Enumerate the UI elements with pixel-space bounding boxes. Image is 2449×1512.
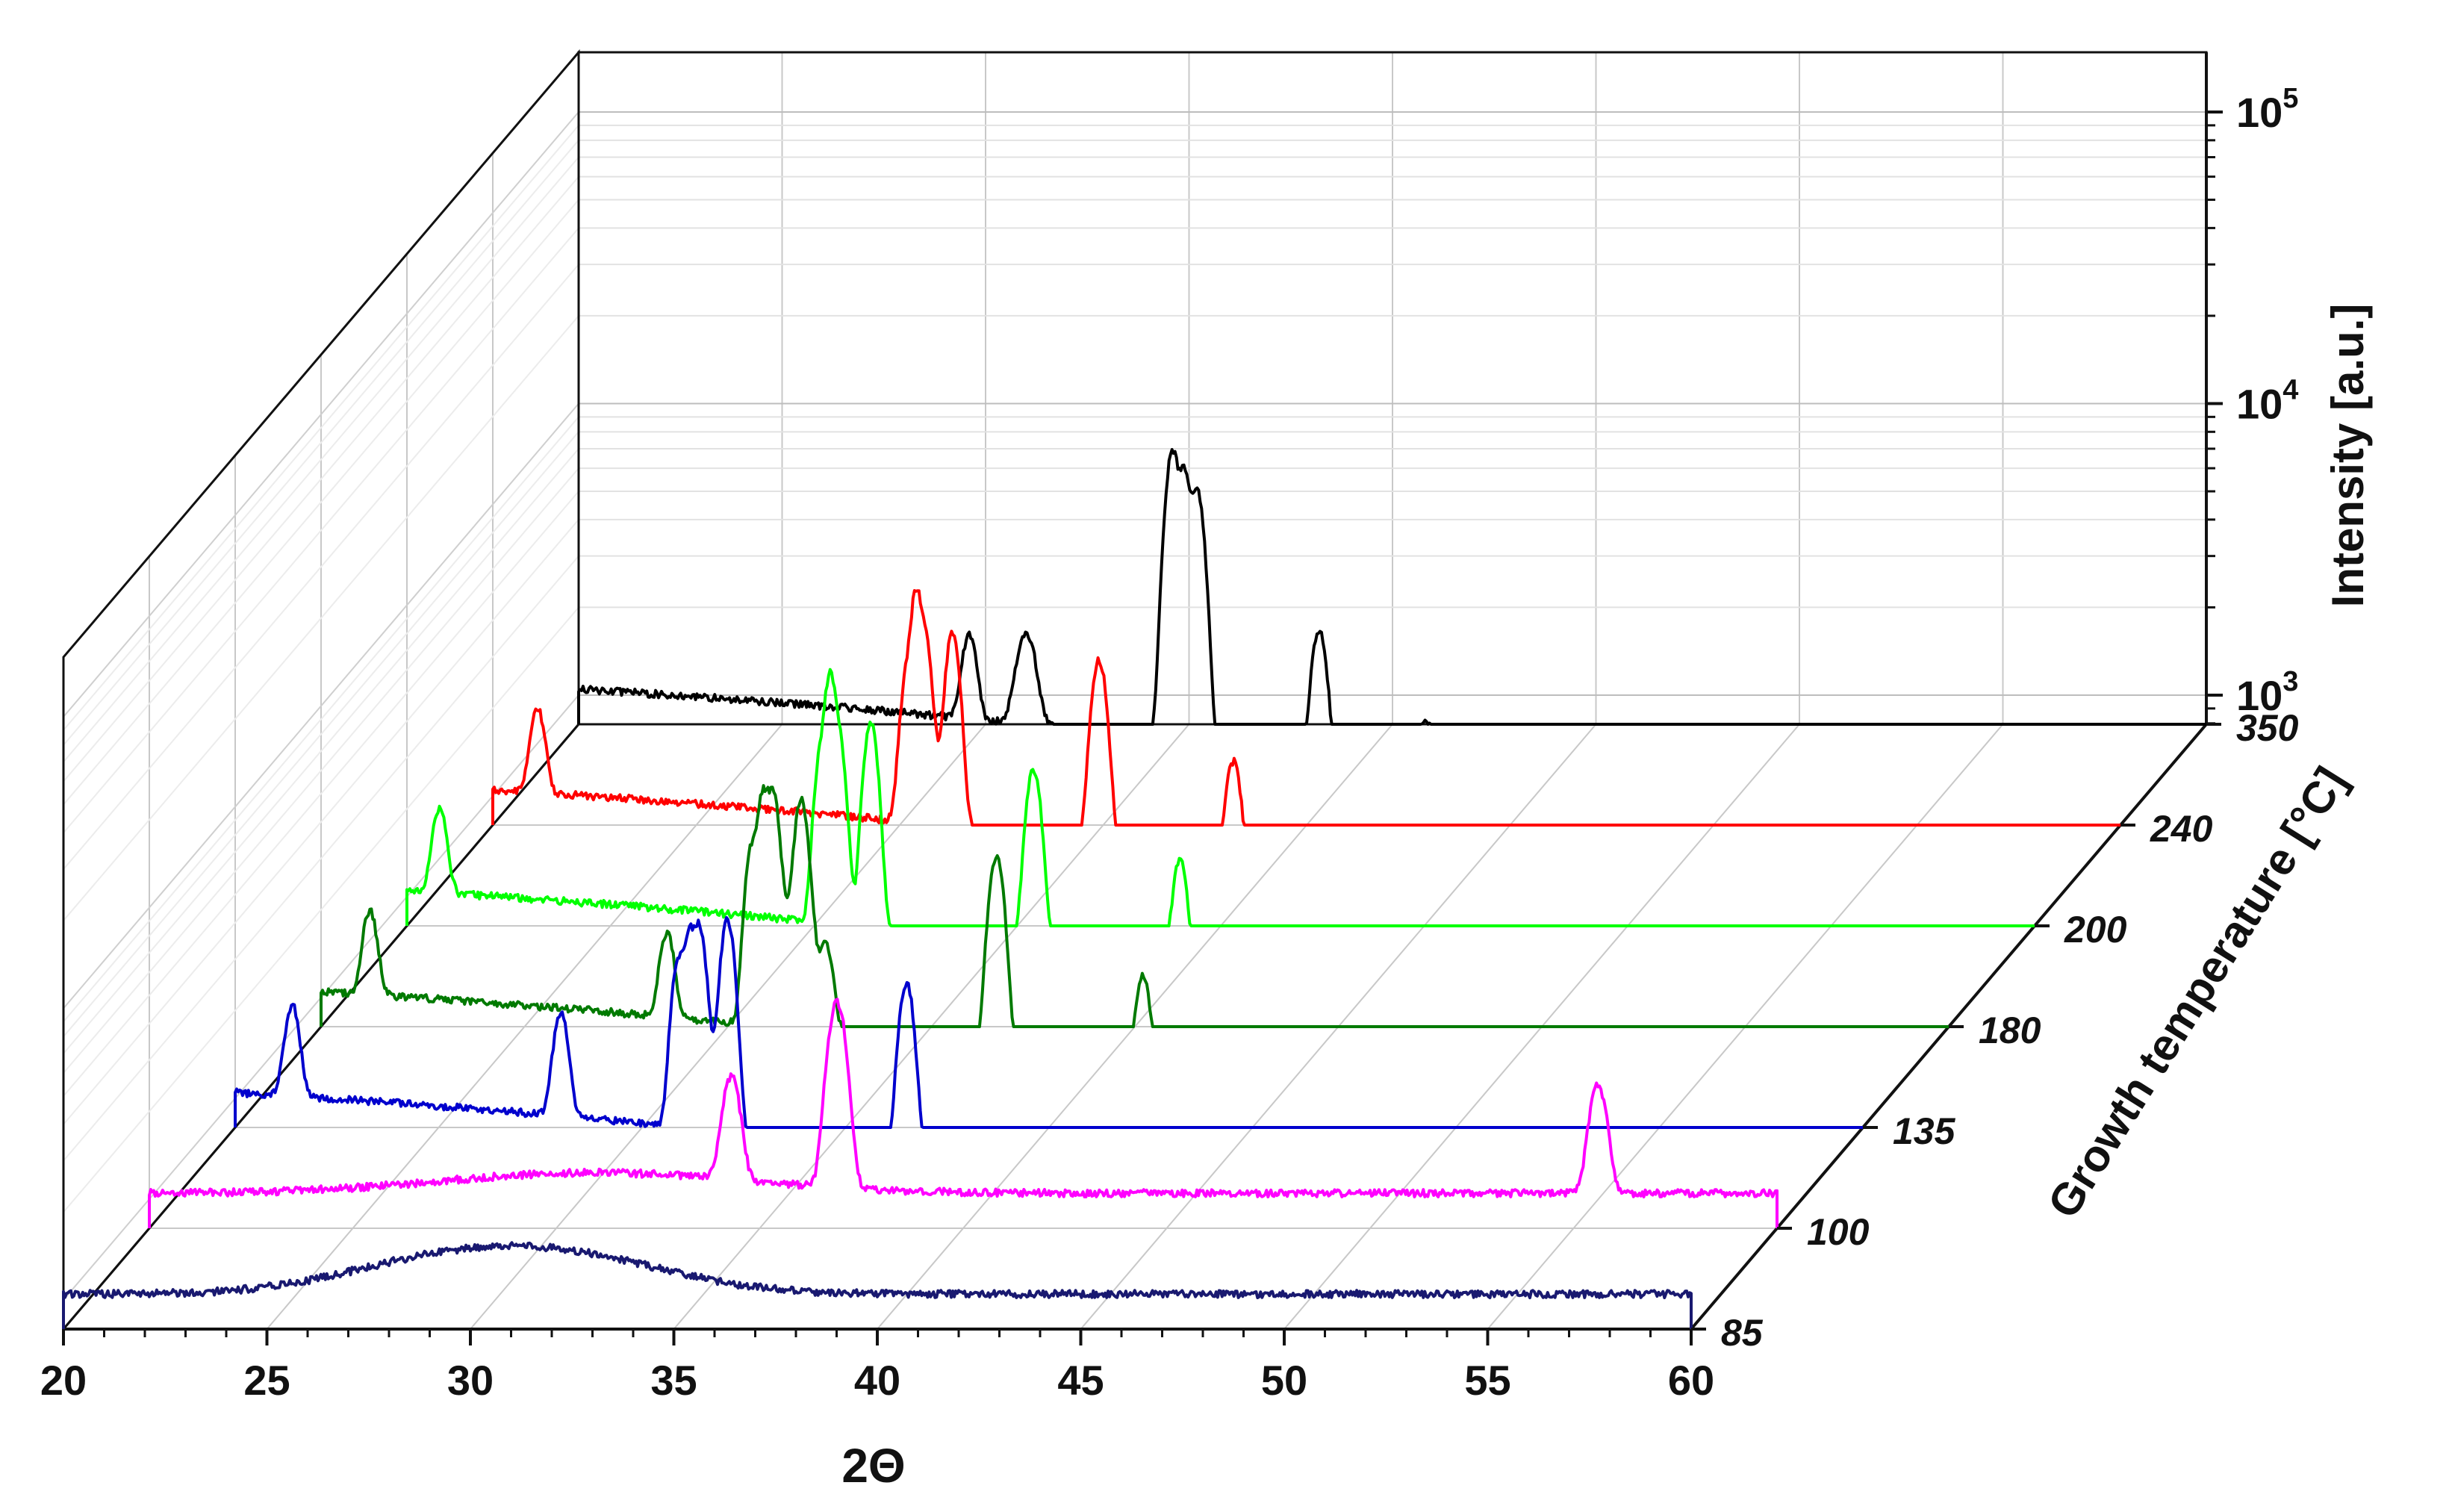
side-gridline-z xyxy=(63,606,579,1213)
side-gridline-z xyxy=(63,448,579,1054)
z-tick-label: 105 xyxy=(2236,83,2298,136)
side-gridline-z xyxy=(63,156,579,763)
depth-tick-label: 100 xyxy=(1807,1211,1870,1253)
side-gridline-z xyxy=(63,140,579,746)
x-tick-label: 45 xyxy=(1057,1357,1104,1404)
x-tick-label: 35 xyxy=(650,1357,697,1404)
depth-tick-label: 135 xyxy=(1893,1110,1956,1152)
tick-layer: 20 25 30 35 40 45 50 55 60 103 104 105 85 100 135 180 20… xyxy=(40,83,2299,1404)
depth-tick-label: 180 xyxy=(1979,1009,2041,1051)
side-gridline-z xyxy=(63,555,579,1162)
side-gridline-z xyxy=(63,519,579,1125)
side-gridline-z xyxy=(63,264,579,870)
depth-tick-label: 350 xyxy=(2236,707,2299,749)
series-line-135 xyxy=(234,915,1863,1129)
z-tick-label: 104 xyxy=(2236,374,2298,427)
x-tick-label: 30 xyxy=(447,1357,494,1404)
series-line-350 xyxy=(577,448,2206,726)
side-gridline-z xyxy=(63,227,579,834)
x-tick-label: 50 xyxy=(1261,1357,1307,1404)
side-gridline-z xyxy=(63,125,579,731)
side-gridline-z xyxy=(63,199,579,806)
series-layer xyxy=(62,448,2206,1329)
side-gridline-z xyxy=(63,315,579,921)
x-tick-label: 20 xyxy=(40,1357,87,1404)
series-line-240 xyxy=(491,589,2120,827)
side-gridline-z xyxy=(63,467,579,1074)
side-gridline-z xyxy=(63,175,579,783)
z-tick-label: 103 xyxy=(2236,666,2298,719)
depth-tick-label: 200 xyxy=(2064,909,2127,951)
grid-layer xyxy=(63,52,2207,1330)
series-line-180 xyxy=(320,784,1949,1028)
z-axis-label: Intensity [a.u.] xyxy=(2323,304,2373,608)
series-line-200 xyxy=(405,668,2035,927)
side-gridline-z xyxy=(63,416,579,1022)
x-axis-label: 2Θ xyxy=(841,1439,905,1493)
side-gridline-z xyxy=(63,431,579,1037)
x-tick-label: 25 xyxy=(243,1357,290,1404)
x-tick-label: 55 xyxy=(1464,1357,1510,1404)
x-tick-label: 40 xyxy=(854,1357,900,1404)
series-line-100 xyxy=(148,998,1779,1228)
side-gridline-z xyxy=(63,402,579,1009)
axes-frame xyxy=(62,49,2208,1333)
side-gridline-z xyxy=(63,111,579,718)
depth-tick-label: 85 xyxy=(1721,1312,1764,1354)
depth-tick-label: 240 xyxy=(2150,808,2213,850)
series-line-85 xyxy=(62,1241,1693,1329)
x-tick-label: 60 xyxy=(1668,1357,1714,1404)
side-gridline-z xyxy=(63,491,579,1097)
